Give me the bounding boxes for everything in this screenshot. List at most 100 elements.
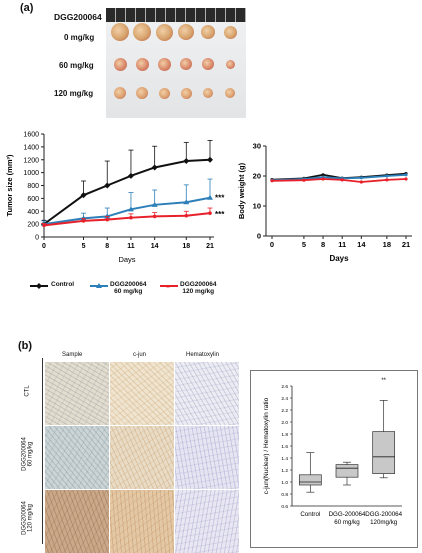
data-point (81, 219, 86, 223)
y-axis-label: c-jun(Nuclear) / Hematoxylin ratio (263, 397, 270, 494)
y-axis-label: Tumor size (mm³) (5, 154, 14, 216)
x-tick-label: 11 (338, 240, 346, 249)
ihc-row-120: DGG200064 120 mg/kg (21, 501, 34, 535)
tumor-photo (106, 8, 246, 118)
ihc-image-tile (110, 490, 174, 553)
data-point (127, 172, 134, 179)
x-axis-label: Days (118, 255, 135, 264)
ihc-image-tile (110, 426, 174, 489)
y-tick-label: 2.2 (281, 408, 288, 414)
data-point (385, 174, 389, 178)
category-label: 120mg/kg (370, 519, 398, 526)
photo-row-label-1: 60 mg/kg (59, 61, 94, 70)
significance-label: ** (381, 378, 386, 384)
tumor-sample (180, 58, 192, 70)
photo-row-label-2: 120 mg/kg (54, 89, 94, 98)
data-point (104, 213, 111, 219)
x-tick-label: 0 (42, 243, 46, 250)
tumor-sample (158, 87, 170, 99)
tumor-sample (203, 88, 213, 98)
panel-a-label: (a) (20, 2, 34, 14)
boxplot-frame (250, 370, 418, 548)
y-tick-label: 1.4 (281, 456, 288, 462)
legend-item-60: DGG200064 60 mg/kg (110, 281, 147, 295)
data-point (151, 201, 158, 207)
ihc-image-tile (175, 362, 239, 425)
data-point (104, 182, 111, 189)
y-tick-label: 10 (253, 202, 261, 211)
x-tick-label: 0 (270, 240, 274, 249)
y-tick-label: 2.4 (281, 396, 288, 402)
tumor-sample (225, 59, 235, 69)
data-point (183, 158, 190, 165)
data-point (80, 192, 87, 199)
y-tick-label: 0.6 (281, 504, 288, 510)
body-weight-chart: 0 10 20 30 0 5 8 11 14 18 21 Days Body weight (g) (237, 142, 412, 263)
ihc-image-tile (175, 426, 239, 489)
x-tick-label: 8 (321, 240, 325, 249)
ihc-row-ctl: CTL (24, 385, 31, 397)
x-axis-label: Days (329, 254, 349, 263)
data-point (127, 206, 134, 212)
legend-item-control: Control (51, 281, 75, 288)
compound-label: DGG200064 (54, 12, 102, 22)
ihc-col-cjun: c-jun (133, 352, 147, 358)
y-tick-label: 2.0 (281, 420, 288, 426)
photo-ruler (106, 8, 246, 22)
box (298, 474, 322, 486)
y-tick-label: 0 (257, 232, 261, 241)
y-tick-label: 1200 (23, 157, 39, 164)
y-tick-label: 1.2 (281, 468, 288, 474)
data-point (207, 156, 213, 163)
ihc-row-60: DGG200064 60 mg/kg (21, 437, 34, 471)
y-tick-label: 1.0 (281, 480, 288, 486)
y-tick-label: 1.8 (281, 432, 288, 438)
tumor-size-chart: 0 200 400 600 800 1000 1200 1400 1600 0 5 8 11 14 18 21… (5, 132, 225, 265)
panel-b-label: (b) (18, 340, 33, 352)
category-label: 60 mg/kg (334, 519, 360, 526)
significance-label-60: *** (215, 194, 225, 203)
x-tick-label: 18 (182, 243, 190, 250)
tumor-sample (113, 57, 127, 71)
data-point (270, 179, 274, 183)
category-label: DGG-200064 (329, 511, 366, 518)
data-point (183, 199, 190, 205)
ihc-image-tile (175, 490, 239, 553)
tumor-sample (136, 87, 148, 99)
data-point (105, 217, 110, 222)
y-tick-label: 30 (253, 142, 261, 151)
x-tick-label: 8 (105, 243, 109, 250)
data-point (340, 178, 344, 182)
y-tick-label: 1400 (23, 144, 39, 151)
data-point (404, 177, 408, 181)
x-tick-label: 5 (82, 243, 86, 250)
x-tick-label: 21 (206, 243, 214, 250)
x-tick-label: 21 (402, 240, 410, 249)
data-point (80, 215, 87, 221)
x-tick-label: 14 (151, 243, 159, 250)
x-tick-label: 11 (127, 243, 135, 250)
data-point (208, 211, 212, 215)
ihc-image-tile (110, 362, 174, 425)
y-tick-label: 1600 (23, 132, 39, 139)
tumor-sample (178, 24, 194, 40)
legend-item-120: DGG200064 120 mg/kg (180, 281, 217, 295)
y-tick-label: 1000 (23, 170, 39, 177)
tumor-sample (135, 57, 149, 71)
tumor-sample (223, 25, 237, 39)
significance-label-120: *** (215, 210, 225, 219)
data-point (385, 178, 389, 182)
tumor-sample (133, 23, 151, 41)
ihc-col-hematoxylin: Hematoxylin (186, 352, 220, 358)
svg-text:×: × (166, 284, 170, 291)
ihc-image-tile (45, 426, 109, 489)
category-label: DGG-200064 (365, 511, 402, 518)
y-tick-label: 0 (35, 235, 39, 242)
data-point (152, 214, 157, 219)
x-tick-label: 14 (357, 240, 366, 249)
tumor-sample (111, 23, 129, 41)
y-axis-label: Body weight (g) (237, 162, 246, 219)
tumor-sample (201, 25, 215, 39)
tumor-sample (225, 88, 235, 98)
data-point (129, 215, 133, 220)
